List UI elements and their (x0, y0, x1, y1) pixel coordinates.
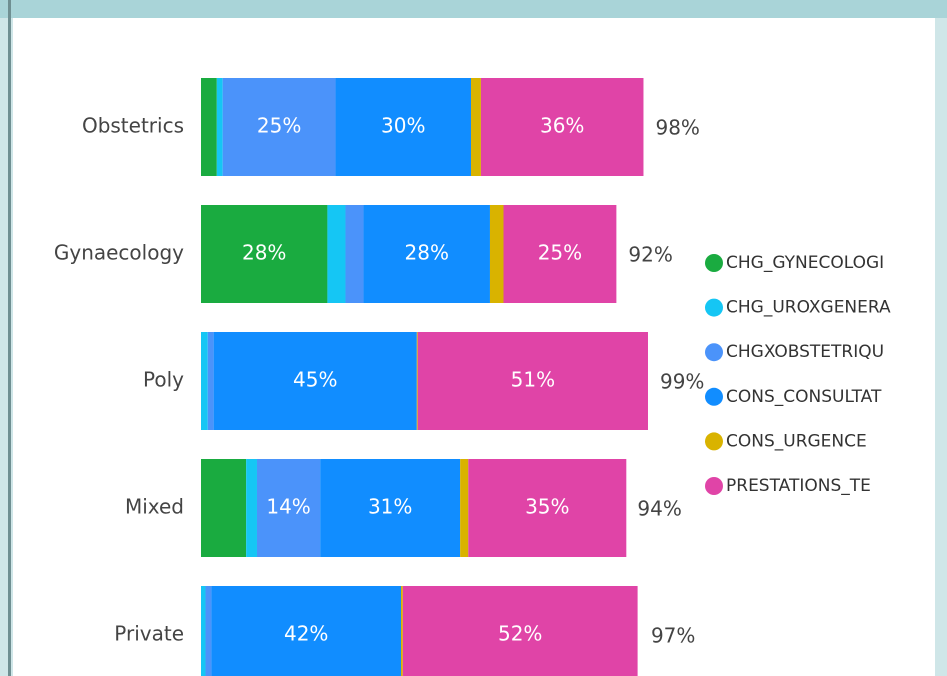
data-label: 25% (257, 114, 301, 138)
bar-segment (480, 78, 644, 176)
bar-segment (320, 459, 461, 557)
bar-segment (402, 586, 638, 676)
data-label: 28% (242, 241, 286, 265)
y-tick-label: Mixed (125, 495, 184, 519)
left-border (8, 0, 11, 676)
bar-segment (205, 586, 212, 676)
total-label: 97% (651, 624, 695, 648)
bar-segment (460, 459, 469, 557)
bar-segment (335, 78, 471, 176)
bar-segment (211, 586, 402, 676)
bar-segment (201, 78, 217, 176)
bar-segment (363, 205, 490, 303)
total-label: 98% (655, 116, 699, 140)
total-label: 99% (660, 370, 704, 394)
y-tick-label: Gynaecology (54, 241, 184, 265)
data-label: 51% (511, 368, 555, 392)
bar-segment (207, 332, 214, 430)
data-label: 42% (284, 622, 328, 646)
y-tick-label: Private (114, 622, 184, 646)
legend-label: CONS_CONSULTAT (726, 387, 882, 407)
bar-segment (345, 205, 364, 303)
data-label: 35% (525, 495, 569, 519)
bar-segment (470, 78, 481, 176)
bar-segment (401, 586, 403, 676)
bar-segment (201, 332, 208, 430)
total-label: 92% (628, 243, 672, 267)
data-label: 14% (266, 495, 310, 519)
bar-segment (201, 586, 206, 676)
data-label: 52% (498, 622, 542, 646)
legend-label: CHG_GYNECOLOGI (726, 253, 884, 273)
legend-marker (705, 387, 723, 406)
bar-segment (222, 78, 336, 176)
data-label: 28% (405, 241, 449, 265)
bar-segment (201, 205, 328, 303)
legend-marker (705, 432, 723, 451)
legend-marker (705, 477, 723, 495)
legend-marker (705, 298, 723, 317)
bar-segment (256, 459, 321, 557)
y-tick-label: Obstetrics (82, 114, 184, 138)
bar-segment (468, 459, 627, 557)
bar-segment (417, 332, 648, 430)
header-band (0, 0, 947, 18)
legend-label: CHGXOBSTETRIQU (726, 342, 884, 362)
bar-segment (416, 332, 418, 430)
bar-segment (327, 205, 346, 303)
y-tick-label: Poly (143, 368, 184, 392)
bar-segment (246, 459, 257, 557)
data-label: 45% (293, 368, 337, 392)
data-label: 36% (540, 114, 584, 138)
bar-segment (216, 78, 223, 176)
data-label: 25% (538, 241, 582, 265)
legend-label: CONS_URGENCE (726, 431, 867, 451)
bar-segment (503, 205, 617, 303)
data-label: 30% (381, 114, 425, 138)
total-label: 94% (637, 497, 681, 521)
legend-label: CHG_UROXGENERA (726, 298, 891, 318)
bar-segment (213, 332, 417, 430)
data-label: 31% (368, 495, 412, 519)
bar-segment (201, 459, 247, 557)
legend-marker (705, 343, 723, 362)
bar-segment (489, 205, 504, 303)
legend-label: PRESTATIONS_TE (726, 476, 871, 496)
legend-marker (705, 254, 723, 272)
